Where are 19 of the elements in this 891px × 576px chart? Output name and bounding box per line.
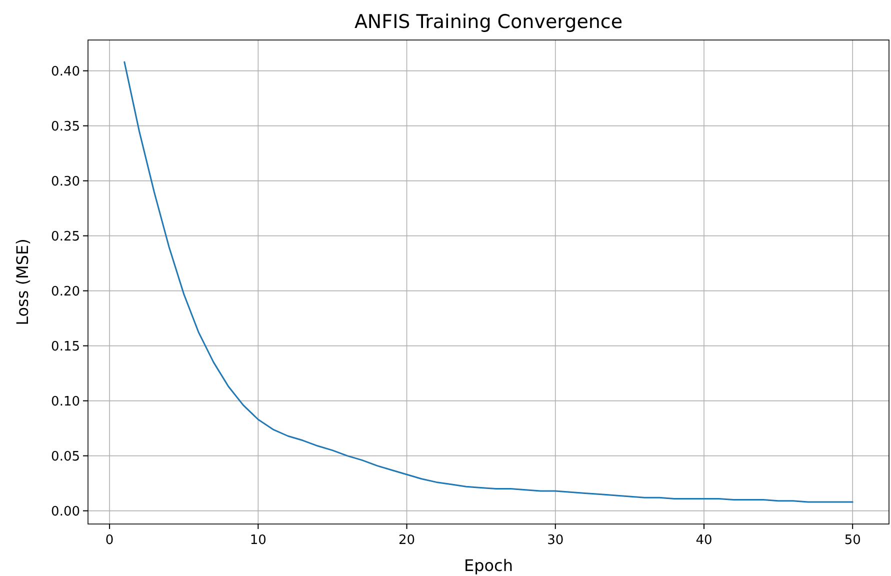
y-tick-label: 0.20 (51, 284, 80, 300)
x-axis-title: Epoch (464, 556, 513, 575)
x-tick-label: 20 (398, 533, 416, 548)
x-tick-label: 0 (105, 533, 114, 548)
y-tick-label: 0.35 (51, 119, 80, 134)
chart-title: ANFIS Training Convergence (354, 11, 623, 33)
x-tick-label: 50 (844, 533, 861, 548)
y-tick-label: 0.25 (51, 229, 80, 244)
y-tick-label: 0.30 (51, 174, 80, 190)
y-tick-label: 0.15 (51, 339, 80, 354)
y-tick-label: 0.10 (51, 394, 80, 410)
x-tick-label: 30 (547, 533, 564, 548)
y-axis-title: Loss (MSE) (13, 238, 32, 326)
y-tick-label: 0.05 (51, 449, 80, 464)
x-tick-label: 10 (250, 533, 266, 548)
y-tick-label: 0.00 (51, 504, 80, 520)
x-tick-label: 40 (696, 533, 712, 548)
y-tick-label: 0.40 (51, 64, 80, 80)
line-series (124, 61, 854, 503)
